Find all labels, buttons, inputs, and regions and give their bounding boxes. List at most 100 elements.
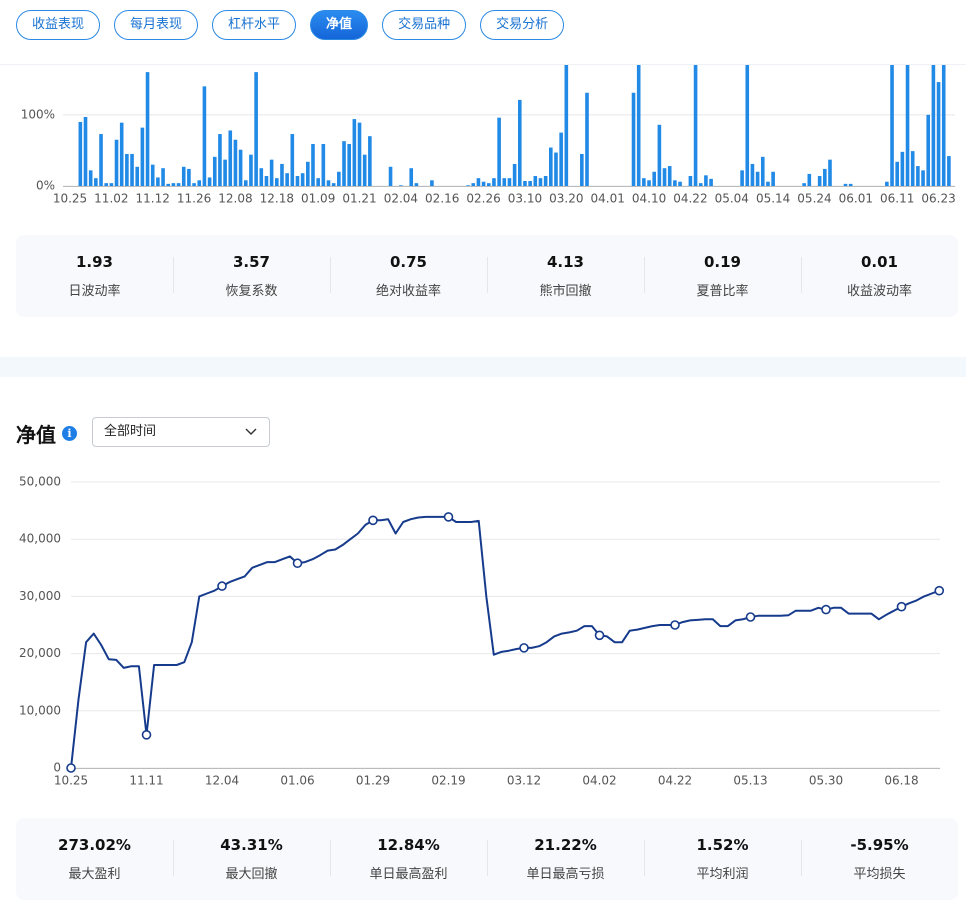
stat-label: 最大盈利 xyxy=(68,867,121,882)
x-tick-label: 04.22 xyxy=(658,774,692,788)
y-tick-label: 30,000 xyxy=(19,589,61,603)
bar xyxy=(910,151,915,186)
x-tick-label: 01.09 xyxy=(301,192,335,206)
bar xyxy=(388,166,393,186)
bar xyxy=(125,153,129,186)
bar xyxy=(543,176,548,186)
tab[interactable]: 净值 xyxy=(310,10,369,40)
bar xyxy=(807,173,812,186)
bar xyxy=(760,156,765,186)
x-tick-label: 04.22 xyxy=(673,192,707,206)
bar xyxy=(698,183,703,186)
x-tick-label: 06.23 xyxy=(921,192,955,206)
bar xyxy=(357,122,362,186)
stat-label: 单日最高亏损 xyxy=(526,867,605,882)
tab[interactable]: 交易品种 xyxy=(382,10,467,40)
bar xyxy=(368,136,372,186)
stat: 0.75 绝对收益率 xyxy=(330,235,487,317)
tab[interactable]: 交易分析 xyxy=(480,10,565,40)
y-tick-label: 20,000 xyxy=(19,646,61,660)
bar xyxy=(223,159,227,186)
info-icon[interactable]: i xyxy=(62,426,77,441)
bar xyxy=(243,180,248,186)
bar xyxy=(476,178,481,186)
stats-card: 1.93 日波动率 3.57 恢复系数 0.75 绝对收益率 4.13 熊市回撤 0.19 夏普比… xyxy=(16,235,958,317)
stat-value: -5.95% xyxy=(850,836,909,854)
bar xyxy=(533,176,538,186)
stat: 4.13 熊市回撤 xyxy=(487,235,644,317)
bar xyxy=(202,86,207,186)
bar xyxy=(99,134,103,186)
bar xyxy=(140,127,145,186)
stat-value: 0.75 xyxy=(389,253,427,271)
bar xyxy=(895,161,899,186)
bar xyxy=(885,181,889,186)
bar xyxy=(352,119,357,186)
bar xyxy=(300,173,305,186)
bar xyxy=(135,166,140,186)
tab[interactable]: 每月表现 xyxy=(114,10,199,40)
point-marker xyxy=(443,512,454,522)
x-tick-label: 11.26 xyxy=(177,192,211,206)
stat-value: 1.52% xyxy=(696,836,749,854)
bar xyxy=(667,166,672,186)
point-marker xyxy=(670,620,680,630)
stat-label: 平均损失 xyxy=(853,867,906,882)
point-marker xyxy=(519,643,529,653)
bar xyxy=(745,65,750,186)
bar xyxy=(316,178,320,186)
bar xyxy=(218,134,222,186)
bar xyxy=(492,178,496,186)
bar xyxy=(150,164,155,186)
x-tick-label: 03.10 xyxy=(508,192,542,206)
bar xyxy=(414,183,419,186)
bar xyxy=(497,117,501,186)
x-tick-label: 10.25 xyxy=(54,774,88,788)
bar xyxy=(564,65,569,186)
bar xyxy=(900,151,905,186)
point-marker xyxy=(594,630,605,641)
x-tick-label: 05.14 xyxy=(756,192,790,206)
bar xyxy=(342,141,346,186)
bar xyxy=(678,181,682,186)
bar xyxy=(523,181,527,186)
bar xyxy=(161,168,165,186)
stat: 1.52% 平均利润 xyxy=(644,818,801,900)
tab[interactable]: 杠杆水平 xyxy=(212,10,297,40)
bar xyxy=(197,180,202,186)
bar xyxy=(181,166,186,186)
bar xyxy=(275,178,279,186)
x-tick-label: 04.02 xyxy=(582,774,616,788)
bar xyxy=(156,177,160,186)
x-tick-label: 12.18 xyxy=(260,192,294,206)
bar xyxy=(642,178,646,186)
stat-value: 3.57 xyxy=(232,253,270,271)
bar xyxy=(688,176,693,186)
x-tick-label: 05.04 xyxy=(715,192,749,206)
point-marker xyxy=(896,601,907,612)
stat: 3.57 恢复系数 xyxy=(173,235,330,317)
bar xyxy=(430,180,434,186)
bar xyxy=(264,176,269,186)
bar xyxy=(771,171,775,186)
bar xyxy=(326,180,331,186)
stat-value: 4.13 xyxy=(546,253,584,271)
stat-label: 平均利润 xyxy=(696,867,749,882)
point-marker xyxy=(745,612,756,622)
bar xyxy=(941,65,946,186)
x-tick-label: 11.11 xyxy=(129,774,163,788)
x-tick-label: 02.16 xyxy=(425,192,459,206)
y-tick-label: 0 xyxy=(53,761,61,775)
tab[interactable]: 收益表现 xyxy=(16,10,101,40)
x-tick-label: 12.04 xyxy=(205,774,239,788)
bar xyxy=(828,159,832,186)
bar xyxy=(843,183,848,186)
bar xyxy=(306,161,310,186)
bar xyxy=(580,153,584,186)
x-tick-label: 06.11 xyxy=(880,192,914,206)
bar xyxy=(926,114,931,186)
range-select[interactable]: 全部时间 xyxy=(92,417,270,447)
stat-label: 熊市回撤 xyxy=(539,284,592,299)
bar xyxy=(755,171,760,186)
